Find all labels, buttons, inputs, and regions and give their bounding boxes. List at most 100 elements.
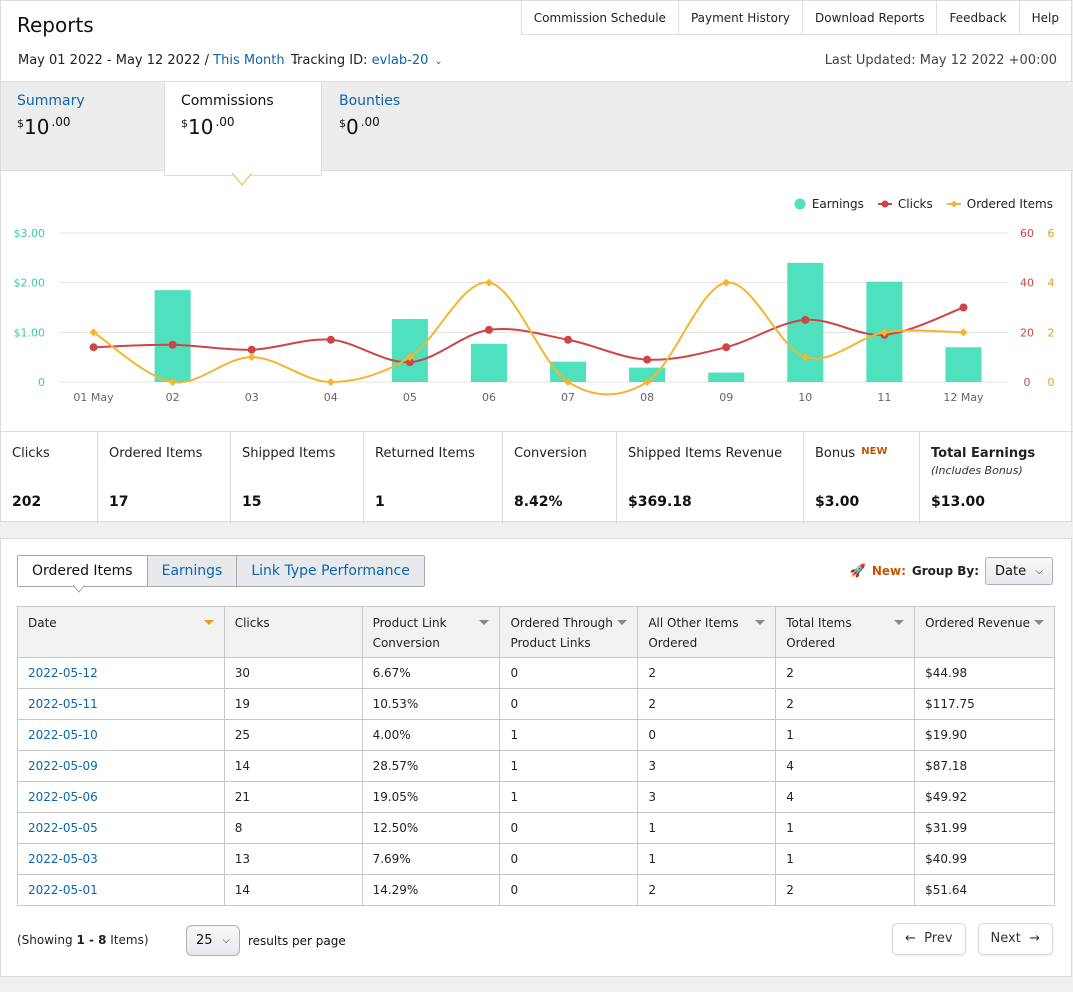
column-header[interactable]: All Other Items Ordered bbox=[637, 606, 777, 658]
date-link[interactable]: 2022-05-03 bbox=[17, 843, 225, 875]
feedback-link[interactable]: Feedback bbox=[937, 1, 1020, 35]
legend-clicks-icon bbox=[877, 200, 892, 208]
per-page-select[interactable]: 25 ⌵ bbox=[186, 925, 240, 956]
stat-conversion-value: 8.42% bbox=[514, 494, 563, 510]
period-link[interactable]: This Month bbox=[213, 53, 285, 68]
top-navigation: Commission Schedule Payment History Down… bbox=[520, 1, 1071, 35]
ordered-items-point bbox=[484, 278, 493, 287]
table-cell: 14.29% bbox=[361, 874, 501, 906]
ordered-items-table: Date Clicks Product Link Conversion Ordered … bbox=[17, 606, 1055, 906]
stat-shipped-items-value: 15 bbox=[242, 494, 262, 510]
earnings-bar bbox=[708, 372, 745, 382]
table-cell: $117.75 bbox=[914, 688, 1055, 720]
table-row: 2022-05-05 8 12.50% 0 1 1 $31.99 bbox=[17, 812, 1055, 844]
tab-bounties[interactable]: Bounties $0.00 bbox=[323, 82, 473, 172]
stat-returned-items-value: 1 bbox=[375, 494, 385, 510]
table-cell: 1 bbox=[775, 843, 916, 875]
column-header[interactable]: Total Items Ordered bbox=[775, 606, 916, 658]
next-button[interactable]: Next → bbox=[977, 923, 1053, 955]
stat-clicks-label: Clicks bbox=[12, 446, 50, 461]
date-link[interactable]: 2022-05-11 bbox=[17, 688, 225, 720]
clicks-point bbox=[326, 335, 335, 344]
clicks-point bbox=[801, 315, 810, 324]
group-by-select[interactable]: Date ⌵ bbox=[985, 557, 1053, 585]
stat-returned-items: Returned Items 1 bbox=[364, 432, 503, 524]
stat-bonus: Bonus NEW $3.00 bbox=[804, 432, 920, 524]
y-right-clicks-tick-label: 60 bbox=[1020, 227, 1034, 240]
table-row: 2022-05-01 14 14.29% 0 2 2 $51.64 bbox=[17, 874, 1055, 906]
stat-shipped-revenue-value: $369.18 bbox=[628, 494, 692, 510]
table-cell: 2 bbox=[637, 657, 777, 689]
sort-caret-icon[interactable] bbox=[479, 620, 490, 625]
last-updated-text: Last Updated: May 12 2022 +00:00 bbox=[824, 53, 1057, 68]
tab-earnings[interactable]: Earnings bbox=[147, 556, 238, 586]
per-page-label: results per page bbox=[248, 933, 346, 948]
column-header-text: Ordered Through bbox=[510, 616, 613, 630]
table-cell: 1 bbox=[499, 750, 639, 782]
column-header-text: Date bbox=[28, 616, 57, 630]
x-tick-label: 04 bbox=[324, 391, 338, 404]
y-right-items-tick-label: 6 bbox=[1048, 227, 1055, 240]
sort-caret-icon[interactable] bbox=[1034, 620, 1044, 625]
clicks-point bbox=[405, 358, 414, 367]
table-cell: 30 bbox=[223, 657, 363, 689]
y-right-items-tick-label: 2 bbox=[1048, 326, 1055, 339]
legend-ordered-items[interactable]: Ordered Items bbox=[946, 197, 1053, 211]
date-link[interactable]: 2022-05-06 bbox=[17, 781, 225, 813]
prev-button[interactable]: ← Prev bbox=[891, 923, 966, 955]
column-header[interactable]: Clicks bbox=[223, 606, 363, 658]
tab-link-type-performance[interactable]: Link Type Performance bbox=[237, 556, 424, 586]
tracking-id-selector[interactable]: Tracking ID: evlab-20 ⌄ bbox=[291, 53, 443, 68]
x-tick-label: 09 bbox=[719, 391, 733, 404]
download-reports-link[interactable]: Download Reports bbox=[802, 1, 938, 35]
table-cell: $49.92 bbox=[914, 781, 1055, 813]
stat-total-earnings-label: Total Earnings bbox=[931, 446, 1036, 461]
earnings-bar bbox=[550, 361, 587, 382]
group-by-control: 🚀 New: Group By: Date ⌵ bbox=[850, 557, 1053, 585]
chevron-down-icon[interactable]: ⌄ bbox=[290, 56, 299, 67]
table-row: 2022-05-11 19 10.53% 0 2 2 $117.75 bbox=[17, 688, 1055, 720]
sort-caret-icon[interactable] bbox=[894, 620, 905, 625]
table-cell: 1 bbox=[775, 719, 916, 751]
table-cell: 13 bbox=[223, 843, 363, 875]
sort-caret-icon[interactable] bbox=[755, 620, 766, 625]
tab-ordered-items[interactable]: Ordered Items bbox=[18, 556, 148, 586]
date-link[interactable]: 2022-05-01 bbox=[17, 874, 225, 906]
reports-panel: Reports Commission Schedule Payment Hist… bbox=[0, 0, 1073, 524]
column-header[interactable]: Ordered Through Product Links bbox=[499, 606, 639, 658]
date-link[interactable]: 2022-05-05 bbox=[17, 812, 225, 844]
table-body: 2022-05-12 30 6.67% 0 2 2 $44.98 2022-05-11 19 10… bbox=[17, 657, 1055, 906]
column-header[interactable]: Ordered Revenue bbox=[914, 606, 1055, 658]
sort-caret-icon[interactable] bbox=[617, 620, 628, 625]
column-header[interactable]: Product Link Conversion bbox=[361, 606, 501, 658]
tracking-id-value[interactable]: evlab-20 bbox=[371, 53, 429, 68]
clicks-point bbox=[247, 345, 256, 354]
payment-history-link[interactable]: Payment History bbox=[678, 1, 803, 35]
clicks-point bbox=[89, 343, 98, 352]
results-per-page: 25 ⌵ results per page bbox=[186, 925, 346, 956]
date-range-selector[interactable]: May 01 2022 - May 12 2022 / This Month ⌄ bbox=[18, 53, 299, 68]
legend-earnings[interactable]: Earnings bbox=[794, 197, 864, 211]
legend-clicks[interactable]: Clicks bbox=[877, 197, 933, 211]
table-cell: 0 bbox=[499, 874, 639, 906]
clicks-point bbox=[643, 355, 652, 364]
y-right-clicks-tick-label: 40 bbox=[1020, 277, 1034, 290]
chevron-down-icon[interactable]: ⌄ bbox=[434, 56, 443, 67]
x-tick-label: 05 bbox=[403, 391, 417, 404]
date-link[interactable]: 2022-05-12 bbox=[17, 657, 225, 689]
help-link[interactable]: Help bbox=[1019, 1, 1071, 35]
commission-schedule-link[interactable]: Commission Schedule bbox=[521, 1, 679, 35]
table-cell: 25 bbox=[223, 719, 363, 751]
arrow-right-icon: → bbox=[1029, 931, 1040, 946]
tab-bounties-label: Bounties bbox=[339, 93, 401, 109]
column-header[interactable]: Date bbox=[17, 606, 225, 658]
date-link[interactable]: 2022-05-09 bbox=[17, 750, 225, 782]
table-cell: $51.64 bbox=[914, 874, 1055, 906]
table-cell: 2 bbox=[775, 657, 916, 689]
tab-summary[interactable]: Summary $10.00 bbox=[1, 82, 163, 172]
date-link[interactable]: 2022-05-10 bbox=[17, 719, 225, 751]
table-cell: 1 bbox=[637, 843, 777, 875]
earnings-bar bbox=[945, 347, 982, 382]
tab-commissions[interactable]: Commissions $10.00 bbox=[164, 82, 322, 176]
sort-caret-icon[interactable] bbox=[203, 620, 214, 625]
